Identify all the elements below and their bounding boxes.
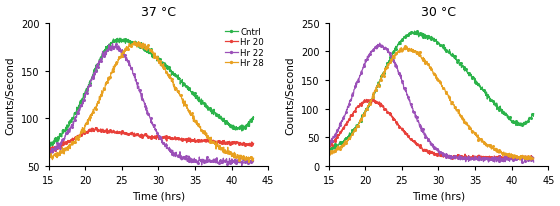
Hr 20 <box>92 127 99 129</box>
Hr 28 <box>136 41 142 44</box>
Hr 28 <box>230 152 237 155</box>
Line: Hr 28: Hr 28 <box>48 42 254 164</box>
Hr 22 <box>109 43 116 46</box>
Hr 20 <box>180 138 187 141</box>
Hr 28 <box>110 66 117 68</box>
Y-axis label: Counts/Second: Counts/Second <box>6 56 16 134</box>
Cntrl <box>104 47 110 49</box>
Hr 20 <box>206 141 212 143</box>
Line: Hr 20: Hr 20 <box>48 127 254 152</box>
Hr 28 <box>45 155 52 157</box>
Hr 22 <box>239 165 245 167</box>
Hr 20 <box>111 132 118 134</box>
Hr 20 <box>45 149 52 151</box>
Title: 30 °C: 30 °C <box>421 6 456 19</box>
Hr 22 <box>95 61 102 63</box>
Line: Cntrl: Cntrl <box>48 38 254 147</box>
Hr 20 <box>46 150 53 152</box>
Hr 20 <box>104 128 110 130</box>
Cntrl <box>180 83 187 86</box>
Hr 28 <box>205 135 212 138</box>
Hr 20 <box>231 141 237 143</box>
Hr 22 <box>250 160 257 162</box>
Hr 22 <box>230 160 237 163</box>
Hr 28 <box>250 157 257 160</box>
Cntrl <box>48 145 54 148</box>
Hr 28 <box>103 81 110 84</box>
X-axis label: Time (hrs): Time (hrs) <box>132 191 185 200</box>
Cntrl <box>231 125 237 128</box>
X-axis label: Time (hrs): Time (hrs) <box>412 191 465 200</box>
Title: 37 °C: 37 °C <box>141 6 176 19</box>
Cntrl <box>206 108 212 110</box>
Cntrl <box>116 38 123 40</box>
Hr 22 <box>205 160 212 163</box>
Cntrl <box>250 117 257 119</box>
Hr 22 <box>110 48 117 50</box>
Hr 20 <box>96 130 102 132</box>
Cntrl <box>110 41 117 44</box>
Line: Hr 22: Hr 22 <box>48 43 254 167</box>
Hr 22 <box>45 152 52 155</box>
Hr 28 <box>180 101 187 103</box>
Hr 22 <box>103 54 110 56</box>
Legend: Cntrl, Hr 20, Hr 22, Hr 28: Cntrl, Hr 20, Hr 22, Hr 28 <box>221 25 267 71</box>
Cntrl <box>45 142 52 144</box>
Y-axis label: Counts/Second: Counts/Second <box>286 56 296 134</box>
Hr 28 <box>95 101 102 103</box>
Hr 28 <box>245 162 252 164</box>
Hr 22 <box>180 156 187 158</box>
Hr 20 <box>250 143 257 145</box>
Cntrl <box>96 61 102 63</box>
